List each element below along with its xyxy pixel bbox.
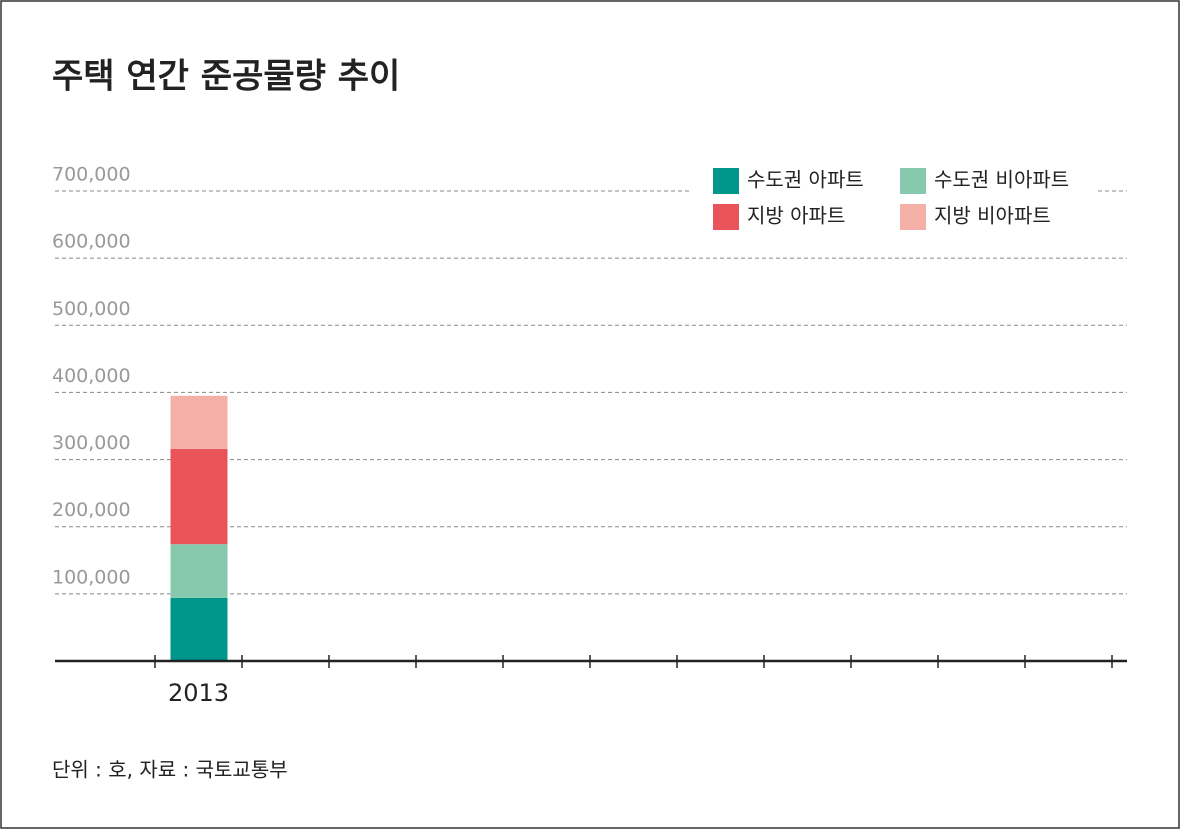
legend-swatch xyxy=(713,168,739,194)
y-tick-label: 600,000 xyxy=(52,231,131,253)
legend-label: 지방 비아파트 xyxy=(934,204,1051,228)
legend-swatch xyxy=(900,204,926,230)
y-tick-label: 300,000 xyxy=(52,432,131,454)
legend-swatch xyxy=(713,204,739,230)
note: 단위 : 호, 자료 : 국토교통부 xyxy=(52,758,288,782)
bar-segment xyxy=(170,448,228,545)
chart-title: 주택 연간 준공물량 추이 xyxy=(52,57,400,97)
legend-background xyxy=(690,160,1095,238)
legend-label: 지방 아파트 xyxy=(747,204,845,228)
x-tick-label: 2013 xyxy=(168,679,229,707)
bar-segment xyxy=(170,395,228,449)
legend-swatch xyxy=(900,168,926,194)
bar-segment xyxy=(170,597,228,661)
y-tick-label: 400,000 xyxy=(52,365,131,387)
y-tick-label: 500,000 xyxy=(52,298,131,320)
legend-label: 수도권 비아파트 xyxy=(934,168,1069,192)
y-tick-label: 200,000 xyxy=(52,499,131,521)
bar-segment xyxy=(170,544,228,598)
y-tick-label: 700,000 xyxy=(52,164,131,186)
y-tick-label: 100,000 xyxy=(52,566,131,588)
legend-label: 수도권 아파트 xyxy=(747,168,864,192)
